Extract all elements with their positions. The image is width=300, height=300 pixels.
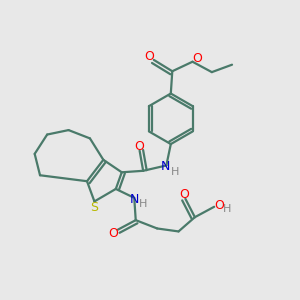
Text: H: H <box>170 167 179 177</box>
Text: O: O <box>145 50 154 63</box>
Text: N: N <box>161 160 170 173</box>
Text: H: H <box>223 204 231 214</box>
Text: O: O <box>108 227 118 240</box>
Text: S: S <box>90 202 98 214</box>
Text: H: H <box>139 200 147 209</box>
Text: O: O <box>214 199 224 212</box>
Text: O: O <box>135 140 145 153</box>
Text: O: O <box>179 188 189 201</box>
Text: O: O <box>192 52 202 65</box>
Text: N: N <box>130 193 140 206</box>
